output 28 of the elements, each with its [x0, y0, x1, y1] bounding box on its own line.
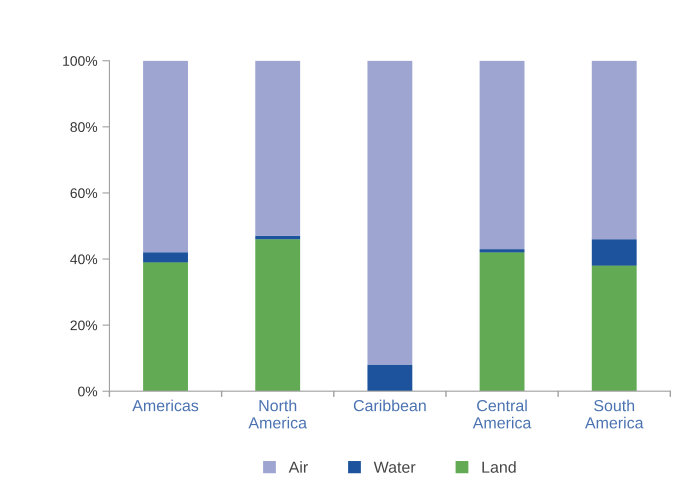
x-tick-label: Central America: [472, 400, 532, 428]
y-tick-label: 40%: [70, 254, 98, 264]
bar: [480, 249, 524, 252]
bar: [367, 60, 412, 365]
x-tick-label: North America: [248, 400, 307, 428]
bar: [592, 60, 637, 240]
y-tick-label: 0%: [78, 386, 98, 396]
bar: [592, 266, 637, 392]
bar: [480, 60, 524, 250]
y-tick-label: 80%: [70, 122, 98, 132]
legend-label: Water: [374, 462, 416, 473]
legend-label: Land: [482, 461, 516, 473]
bar: [255, 60, 300, 236]
x-tick-label: Caribbean: [354, 400, 426, 412]
x-tick-label: Americas: [132, 400, 198, 412]
legend-label: Air: [288, 461, 308, 473]
bar: [592, 239, 637, 266]
bar: [480, 252, 524, 392]
bar: [255, 236, 300, 240]
y-tick-label: 60%: [70, 188, 98, 198]
bar: [143, 262, 188, 392]
bar: [255, 239, 300, 392]
bar: [143, 252, 188, 262]
y-tick-label: 20%: [70, 320, 98, 330]
bar: [143, 60, 188, 252]
bar: [367, 364, 412, 392]
y-tick-label: 100%: [63, 56, 98, 66]
x-tick-label: South America: [584, 400, 644, 428]
